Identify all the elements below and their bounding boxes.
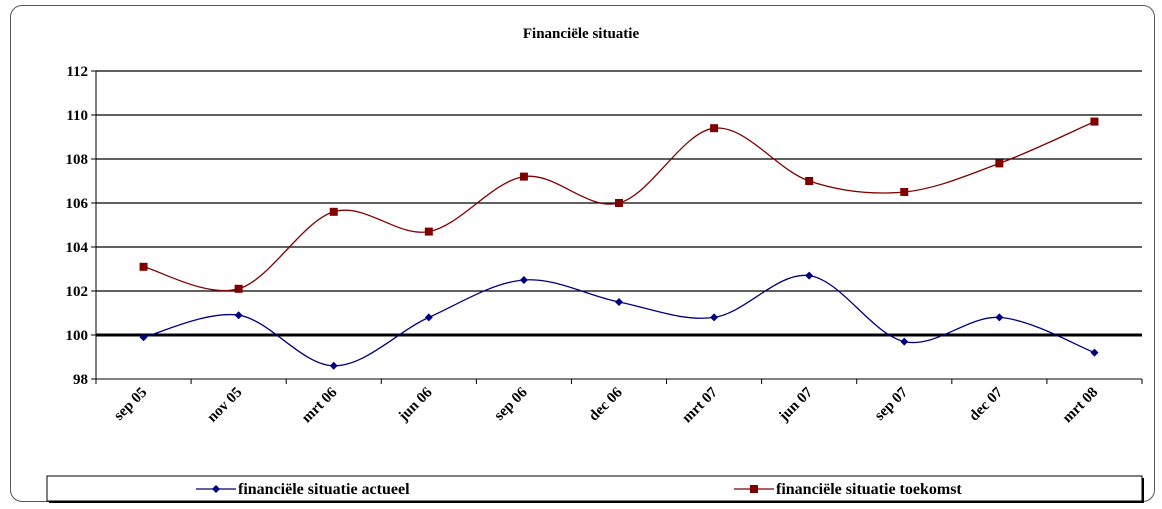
y-tick-label: 102 bbox=[66, 284, 89, 300]
y-tick-label: 106 bbox=[66, 196, 89, 212]
series-line-0 bbox=[143, 274, 1095, 367]
data-point bbox=[424, 227, 433, 236]
legend-marker-actueel bbox=[212, 485, 220, 493]
x-tick-label: jun 07 bbox=[775, 384, 816, 425]
chart-title: Financiële situatie bbox=[523, 26, 640, 42]
x-tick-label: dec 07 bbox=[966, 384, 1006, 424]
data-point bbox=[900, 337, 909, 346]
y-tick-label: 98 bbox=[73, 372, 88, 388]
data-point bbox=[139, 262, 148, 271]
legend-marker-toekomst bbox=[750, 485, 758, 493]
x-tick-label: mrt 07 bbox=[679, 384, 721, 426]
data-point bbox=[234, 311, 243, 320]
data-point bbox=[710, 124, 719, 133]
x-tick-label: nov 05 bbox=[204, 385, 245, 426]
chart-frame bbox=[10, 5, 1155, 502]
legend: financiële situatie actueel financiële s… bbox=[46, 475, 1144, 503]
x-tick-label: mrt 08 bbox=[1060, 385, 1102, 427]
data-point bbox=[995, 313, 1004, 322]
data-point bbox=[424, 313, 433, 322]
x-tick-label: dec 06 bbox=[586, 384, 626, 424]
data-point bbox=[519, 172, 528, 181]
y-tick-label: 104 bbox=[66, 240, 89, 256]
y-tick-label: 112 bbox=[66, 64, 88, 80]
data-point bbox=[329, 361, 338, 370]
legend-label-actueel: financiële situatie actueel bbox=[238, 481, 410, 498]
axes bbox=[95, 71, 1142, 380]
x-tick-label: sep 05 bbox=[111, 385, 150, 424]
y-axis-ticks: 98 100 102 104 106 108 110 112 bbox=[66, 64, 96, 388]
data-point bbox=[234, 284, 243, 293]
data-point bbox=[139, 333, 148, 342]
data-point bbox=[710, 313, 719, 322]
y-tick-label: 108 bbox=[66, 152, 89, 168]
y-tick-label: 110 bbox=[66, 108, 88, 124]
x-axis-ticks: sep 05 nov 05 mrt 06 jun 06 sep 06 dec 06 mrt … bbox=[95, 379, 1143, 427]
x-tick-label: jun 06 bbox=[395, 384, 436, 425]
x-tick-label: mrt 06 bbox=[299, 384, 341, 426]
x-tick-label: sep 07 bbox=[872, 384, 912, 424]
legend-label-toekomst: financiële situatie toekomst bbox=[776, 481, 962, 498]
x-tick-label: sep 06 bbox=[491, 384, 531, 424]
grid-lines bbox=[96, 70, 1142, 337]
y-tick-label: 100 bbox=[66, 328, 89, 344]
data-point bbox=[615, 199, 623, 207]
data-point bbox=[1090, 117, 1099, 126]
data-point bbox=[805, 177, 814, 185]
data-point bbox=[805, 271, 814, 280]
series-layer bbox=[139, 117, 1099, 370]
data-point bbox=[329, 207, 338, 216]
data-point bbox=[995, 159, 1004, 168]
data-point bbox=[615, 298, 623, 306]
data-point bbox=[519, 276, 528, 284]
data-point bbox=[900, 188, 909, 196]
data-point bbox=[1090, 348, 1099, 357]
